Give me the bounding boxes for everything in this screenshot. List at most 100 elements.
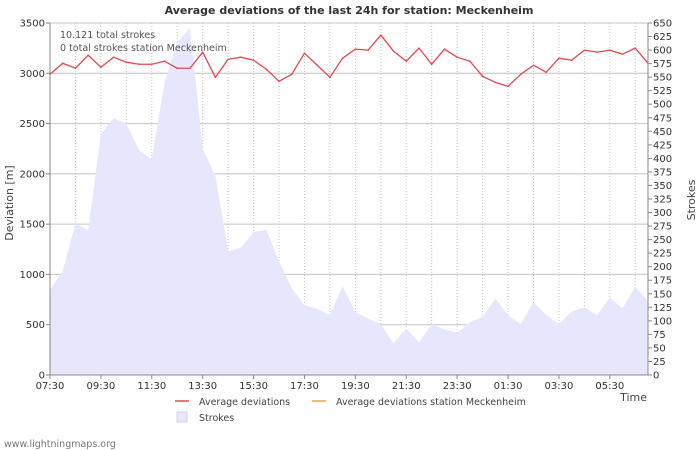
- deviation-point: [570, 59, 573, 62]
- deviation-point: [392, 50, 395, 52]
- chart-title: Average deviations of the last 24h for s…: [165, 4, 534, 17]
- right-tick-label: 550: [653, 73, 672, 84]
- deviation-point: [125, 61, 128, 64]
- site-footer: www.lightningmaps.org: [4, 439, 116, 450]
- x-tick-label: 23:30: [443, 381, 472, 392]
- legend-station-label: Average deviations station Meckenheim: [336, 397, 526, 408]
- right-tick-label: 350: [653, 181, 672, 192]
- x-tick-label: 17:30: [290, 381, 319, 392]
- deviation-point: [354, 48, 357, 50]
- x-tick-label: 07:30: [36, 381, 65, 392]
- deviation-point: [430, 63, 433, 66]
- deviation-point: [265, 68, 268, 71]
- total-strokes-annotation: 10.121 total strokes: [60, 30, 155, 41]
- right-tick-label: 400: [653, 154, 672, 165]
- right-tick-label: 0: [653, 371, 659, 382]
- right-tick-label: 125: [653, 303, 672, 314]
- left-tick-label: 1500: [20, 220, 45, 231]
- deviation-point: [443, 48, 446, 50]
- deviation-point: [201, 51, 204, 53]
- deviation-point: [329, 76, 331, 79]
- deviation-point: [380, 34, 382, 36]
- deviation-point: [621, 53, 624, 55]
- x-tick-label: 19:30: [341, 381, 370, 392]
- deviation-point: [583, 49, 586, 51]
- x-tick-label: 05:30: [595, 381, 624, 392]
- deviation-point: [87, 54, 89, 56]
- right-tick-label: 325: [653, 195, 672, 206]
- x-tick-label: 11:30: [137, 381, 166, 392]
- left-tick-label: 2000: [20, 169, 45, 180]
- deviation-point: [100, 66, 102, 69]
- deviation-point: [609, 49, 611, 51]
- deviation-point: [519, 73, 522, 76]
- legend-strokes-label: Strokes: [199, 413, 234, 424]
- left-tick-label: 0: [39, 371, 45, 382]
- legend-deviation-label: Average deviations: [199, 397, 290, 408]
- deviation-point: [481, 75, 484, 78]
- deviation-point: [596, 51, 598, 53]
- right-tick-label: 75: [653, 330, 666, 341]
- deviation-point: [252, 59, 255, 62]
- x-axis-ticks: 07:30 09:30 11:30 13:30 15:30 17:30 19:30 21:30…: [36, 375, 624, 392]
- deviation-point: [545, 71, 548, 74]
- left-tick-label: 3500: [20, 19, 45, 30]
- x-tick-label: 03:30: [545, 381, 574, 392]
- station-strokes-annotation: 0 total strokes station Meckenheim: [60, 43, 227, 54]
- right-tick-label: 250: [653, 235, 672, 246]
- right-tick-label: 175: [653, 276, 672, 287]
- x-axis-label: Time: [619, 391, 647, 404]
- deviation-point: [634, 47, 637, 49]
- y-left-axis-label: Deviation [m]: [3, 165, 16, 240]
- left-tick-label: 2500: [20, 119, 45, 130]
- deviation-point: [112, 56, 115, 58]
- deviation-point: [456, 56, 458, 58]
- right-tick-label: 475: [653, 113, 672, 124]
- legend: Average deviations Average deviations st…: [175, 397, 526, 424]
- deviation-point: [469, 60, 471, 63]
- right-tick-label: 200: [653, 262, 672, 273]
- deviation-point: [61, 62, 64, 65]
- deviation-point: [418, 47, 420, 49]
- deviation-point: [227, 58, 229, 61]
- right-tick-label: 625: [653, 32, 672, 43]
- deviation-point: [494, 81, 497, 84]
- right-tick-label: 425: [653, 140, 672, 151]
- deviation-point: [74, 67, 77, 70]
- deviation-point: [316, 64, 318, 67]
- right-tick-label: 300: [653, 208, 672, 219]
- left-tick-label: 3000: [20, 69, 45, 80]
- left-tick-label: 500: [26, 320, 45, 331]
- deviation-point: [405, 60, 408, 63]
- deviation-point: [163, 60, 166, 63]
- deviation-point: [367, 49, 369, 51]
- right-axis-ticks: 0 25 50 75 100 125 150 175 200 225 250 275 300 325 350…: [648, 19, 672, 382]
- right-tick-label: 600: [653, 46, 672, 57]
- deviation-point: [176, 67, 179, 70]
- right-tick-label: 150: [653, 289, 672, 300]
- deviation-point: [278, 80, 280, 83]
- deviation-point: [189, 67, 191, 70]
- right-tick-label: 500: [653, 100, 672, 111]
- right-tick-label: 25: [653, 357, 666, 368]
- deviation-point: [150, 63, 153, 66]
- deviation-point: [214, 76, 217, 79]
- left-tick-label: 1000: [20, 270, 45, 281]
- deviation-point: [341, 57, 344, 59]
- right-tick-label: 525: [653, 86, 672, 97]
- deviation-point: [532, 64, 535, 67]
- right-tick-label: 275: [653, 222, 672, 233]
- y-right-axis-label: Strokes: [685, 179, 698, 220]
- deviation-point: [303, 52, 306, 54]
- x-tick-label: 15:30: [239, 381, 268, 392]
- right-tick-label: 100: [653, 316, 672, 327]
- right-tick-label: 650: [653, 19, 672, 30]
- right-tick-label: 50: [653, 343, 666, 354]
- right-tick-label: 575: [653, 59, 672, 70]
- right-tick-label: 450: [653, 127, 672, 138]
- deviation-point: [138, 63, 140, 66]
- left-axis-ticks: 0 500 1000 1500 2000 2500 3000 3500: [20, 19, 50, 382]
- right-tick-label: 375: [653, 167, 672, 178]
- x-tick-label: 09:30: [86, 381, 115, 392]
